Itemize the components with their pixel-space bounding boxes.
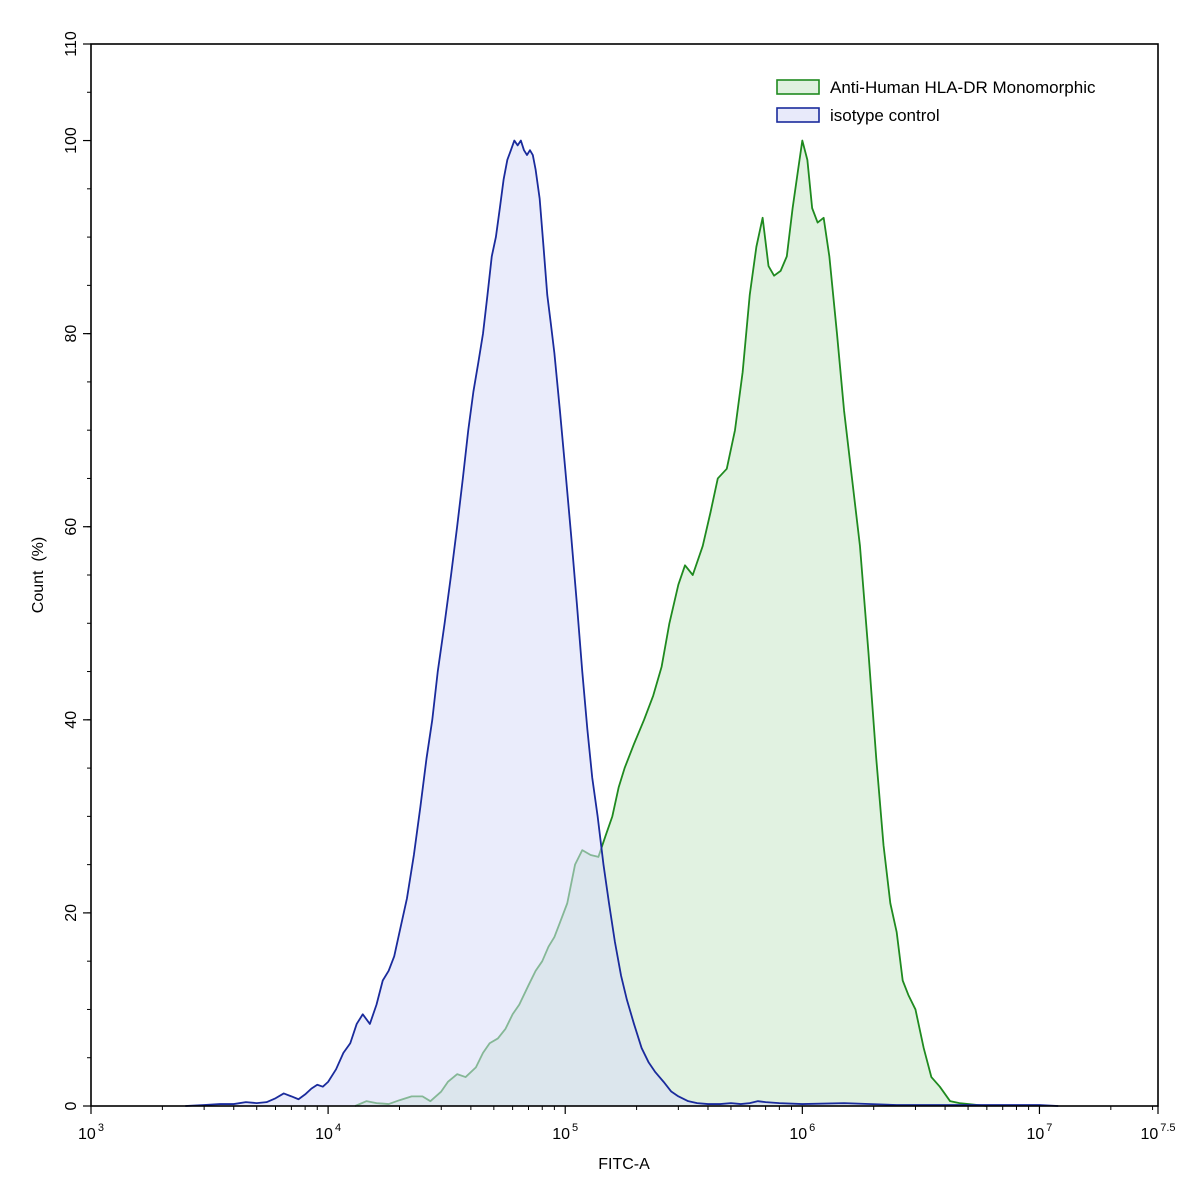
x-tick-label-base: 10 <box>315 1126 333 1143</box>
legend-swatch <box>776 79 820 95</box>
x-tick-label-base: 10 <box>1140 1126 1158 1143</box>
x-axis: 10 3 10 4 10 5 10 6 10 7 10 7.5 <box>78 1106 1176 1143</box>
x-tick-label: 10 7.5 <box>1140 1122 1175 1143</box>
y-tick-label: 40 <box>63 711 80 729</box>
y-axis: 0 20 40 60 80 100 110 <box>63 31 91 1110</box>
x-tick-label: 10 3 <box>78 1122 104 1143</box>
y-tick-label: 100 <box>63 127 80 154</box>
x-tick-label: 10 6 <box>789 1122 815 1143</box>
series-2-line <box>185 139 1059 1107</box>
legend-item: Anti-Human HLA-DR Monomorphic <box>776 78 1096 97</box>
series-1-area <box>355 140 987 1107</box>
y-tick-label: 0 <box>63 1101 80 1110</box>
y-axis-title: Count (%) <box>30 537 47 613</box>
x-tick-label-base: 10 <box>1026 1126 1044 1143</box>
legend-swatch <box>776 107 820 123</box>
x-tick-label: 10 5 <box>552 1122 578 1143</box>
legend: Anti-Human HLA-DR Monomorphic isotype con… <box>776 78 1096 125</box>
x-tick-label-exponent: 3 <box>98 1122 104 1134</box>
x-tick-label-base: 10 <box>552 1126 570 1143</box>
legend-label: Anti-Human HLA-DR Monomorphic <box>830 78 1096 97</box>
legend-item: isotype control <box>776 106 940 125</box>
x-tick-label-exponent: 5 <box>572 1122 578 1134</box>
series-2 <box>185 139 1059 1107</box>
y-tick-label: 80 <box>63 325 80 343</box>
x-tick-label-exponent: 7 <box>1046 1122 1052 1134</box>
x-tick-label: 10 7 <box>1026 1122 1052 1143</box>
series-layer <box>185 139 1059 1107</box>
y-tick-label: 20 <box>63 904 80 922</box>
x-tick-label-exponent: 6 <box>809 1122 815 1134</box>
x-tick-label-exponent: 7.5 <box>1160 1122 1175 1134</box>
x-axis-title: FITC-A <box>598 1156 650 1173</box>
x-tick-label: 10 4 <box>315 1122 341 1143</box>
legend-label: isotype control <box>830 106 940 125</box>
y-tick-label: 110 <box>63 31 80 57</box>
x-tick-label-exponent: 4 <box>335 1122 341 1134</box>
y-tick-label: 60 <box>63 518 80 536</box>
x-tick-label-base: 10 <box>789 1126 807 1143</box>
x-tick-label-base: 10 <box>78 1126 96 1143</box>
